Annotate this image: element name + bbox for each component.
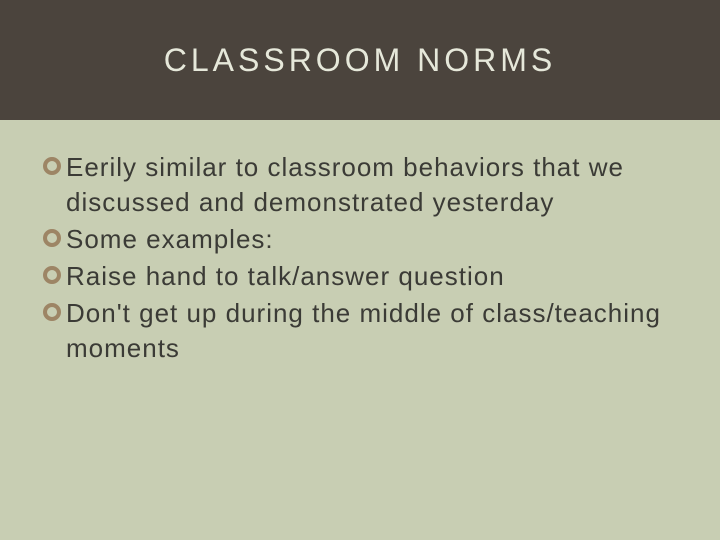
bullet-ring-icon [42,156,62,176]
list-item: Raise hand to talk/answer question [42,259,678,294]
slide: CLASSROOM NORMS Eerily similar to classr… [0,0,720,540]
list-item: Some examples: [42,222,678,257]
title-bar: CLASSROOM NORMS [0,0,720,120]
list-item: Don't get up during the middle of class/… [42,296,678,366]
list-item: Eerily similar to classroom behaviors th… [42,150,678,220]
bullet-text: Eerily similar to classroom behaviors th… [66,150,678,220]
bullet-text: Raise hand to talk/answer question [66,259,678,294]
slide-title: CLASSROOM NORMS [164,42,556,79]
bullet-ring-icon [42,302,62,322]
bullet-ring-icon [42,265,62,285]
slide-body: Eerily similar to classroom behaviors th… [0,120,720,367]
bullet-text: Don't get up during the middle of class/… [66,296,678,366]
bullet-text: Some examples: [66,222,678,257]
bullet-ring-icon [42,228,62,248]
